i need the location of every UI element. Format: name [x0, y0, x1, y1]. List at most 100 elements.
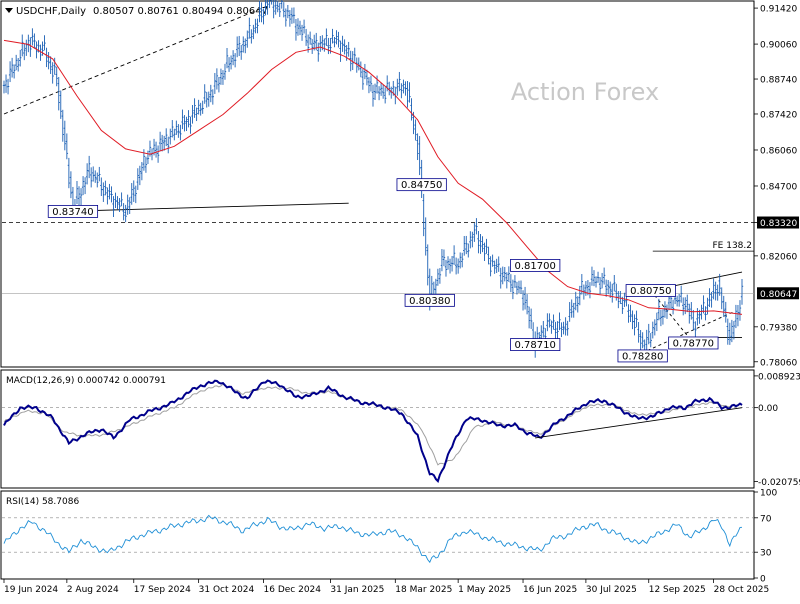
annotation-label: 0.78280	[622, 351, 663, 362]
current-price-box	[757, 287, 799, 300]
ohlc-bar	[572, 302, 575, 318]
ohlc-bar	[35, 41, 38, 59]
ohlc-bar	[114, 192, 117, 208]
ohlc-bar	[649, 333, 652, 348]
ohlc-bar	[402, 79, 405, 94]
ohlc-bar	[104, 180, 107, 196]
ohlc-bar	[542, 320, 545, 338]
annotation-box	[510, 259, 561, 272]
ohlc-bar	[694, 321, 697, 338]
ohlc-bar	[233, 53, 237, 68]
ohlc-label: 0.80507 0.80761 0.80494 0.80647	[93, 6, 268, 17]
ohlc-bar	[479, 233, 482, 254]
ohlc-bar	[31, 28, 34, 46]
ohlc-bar	[47, 51, 50, 70]
ohlc-bar	[23, 43, 26, 61]
ohlc-bar	[379, 82, 383, 96]
moving-average-line	[3, 39, 743, 315]
ohlc-bar	[235, 36, 239, 58]
ohlc-bar	[61, 109, 64, 142]
ohlc-bar	[611, 283, 614, 303]
ohlc-bar	[183, 115, 186, 132]
ohlc-bar	[446, 256, 450, 270]
ohlc-bar	[179, 124, 182, 141]
ohlc-bar	[167, 136, 170, 154]
ohlc-bar	[355, 57, 358, 73]
ohlc-bar	[633, 314, 636, 336]
ohlc-bar	[296, 18, 300, 36]
ohlc-bar	[629, 304, 632, 323]
ohlc-bar	[274, 0, 277, 15]
ohlc-bar	[231, 50, 235, 66]
ohlc-bar	[175, 120, 178, 135]
ohlc-bar	[65, 133, 69, 160]
ohlc-bar	[292, 7, 296, 24]
price-plot: FE 138.20.920000.837400.847500.803800.81…	[2, 0, 754, 362]
price-annotation: 0.78710	[510, 338, 561, 351]
rsi-title: RSI(14) 58.7086	[6, 497, 79, 507]
ohlc-bar	[452, 245, 456, 265]
ohlc-bar	[132, 180, 135, 202]
ohlc-bar	[505, 272, 509, 289]
ohlc-bar	[341, 35, 344, 52]
price-annotation: 0.78770	[668, 336, 719, 349]
ohlc-bar	[469, 231, 472, 249]
ohlc-bar	[570, 299, 573, 318]
ohlc-bar	[497, 256, 500, 272]
ohlc-bar	[201, 100, 204, 114]
ohlc-bar	[734, 304, 738, 329]
ohlc-bar	[134, 185, 137, 204]
macd-axis-label: 0.00	[758, 404, 778, 414]
ohlc-bar	[448, 258, 452, 274]
ohlc-bar	[59, 90, 62, 119]
ohlc-bar	[271, 0, 273, 5]
trendline	[650, 290, 694, 344]
macd-axis-label: -0.020759	[758, 478, 800, 488]
menu-triangle-icon[interactable]	[5, 8, 13, 13]
ohlc-bar	[53, 57, 56, 75]
ohlc-bar	[94, 170, 97, 183]
ohlc-bar	[408, 82, 411, 103]
annotation-label: 0.84750	[401, 180, 442, 191]
rsi-axis-label: 0	[760, 575, 766, 585]
annotation-label: 0.83740	[52, 207, 93, 218]
ohlc-bar	[268, 0, 271, 9]
ohlc-bar	[564, 317, 567, 336]
ohlc-bar	[627, 304, 630, 323]
macd-axis-label: 0.008923	[758, 372, 800, 382]
ohlc-bar	[138, 165, 142, 186]
ohlc-bar	[566, 320, 569, 336]
ohlc-bar	[600, 272, 604, 289]
ohlc-bar	[679, 285, 683, 303]
ohlc-bar	[140, 162, 144, 181]
ohlc-bar	[207, 91, 210, 107]
price-axis-label: 0.78060	[760, 358, 797, 368]
price-annotation: 0.81700	[510, 259, 561, 272]
ohlc-bar	[63, 120, 67, 151]
ohlc-bar	[310, 39, 314, 54]
ohlc-bar	[688, 303, 691, 324]
ohlc-bar	[300, 24, 304, 41]
trendline	[72, 202, 349, 212]
ohlc-bar	[327, 37, 330, 55]
ohlc-bar	[740, 278, 744, 305]
ohlc-bar	[199, 102, 202, 116]
annotation-box	[47, 204, 99, 218]
ohlc-bar	[225, 47, 229, 69]
ohlc-bar	[609, 281, 612, 298]
ohlc-bar	[651, 321, 654, 339]
ohlc-bar	[527, 306, 531, 329]
ohlc-bar	[471, 231, 474, 248]
ohlc-bar	[507, 266, 511, 282]
ohlc-bar	[55, 66, 58, 87]
ohlc-bar	[264, 0, 267, 16]
ohlc-bar	[606, 279, 610, 295]
ohlc-bar	[375, 75, 379, 94]
ohlc-bar	[718, 273, 721, 296]
ohlc-bar	[396, 78, 399, 96]
fe-label: FE 138.2	[713, 241, 753, 251]
ohlc-bar	[708, 288, 711, 308]
rsi-pane-frame	[0, 490, 755, 580]
ohlc-bar	[511, 279, 515, 300]
x-axis-label: 17 Sep 2024	[134, 585, 191, 595]
